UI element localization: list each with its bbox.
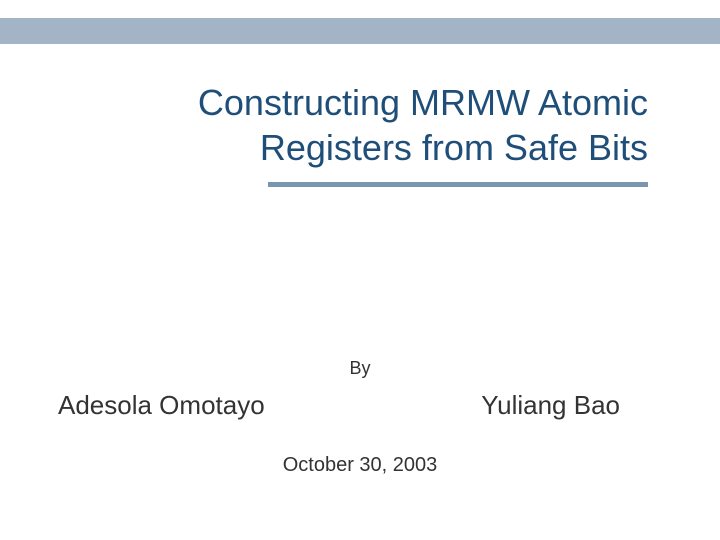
author-left: Adesola Omotayo [58,390,265,421]
title-block: Constructing MRMW Atomic Registers from … [68,80,648,187]
by-label: By [0,358,720,379]
authors-row: Adesola Omotayo Yuliang Bao [58,390,620,421]
title-text: Constructing MRMW Atomic Registers from … [68,80,648,170]
title-underline [268,182,648,187]
title-line-2: Registers from Safe Bits [260,127,648,168]
author-right: Yuliang Bao [481,390,620,421]
title-line-1: Constructing MRMW Atomic [198,82,648,123]
date-label: October 30, 2003 [0,454,720,477]
top-accent-bar [0,18,720,44]
